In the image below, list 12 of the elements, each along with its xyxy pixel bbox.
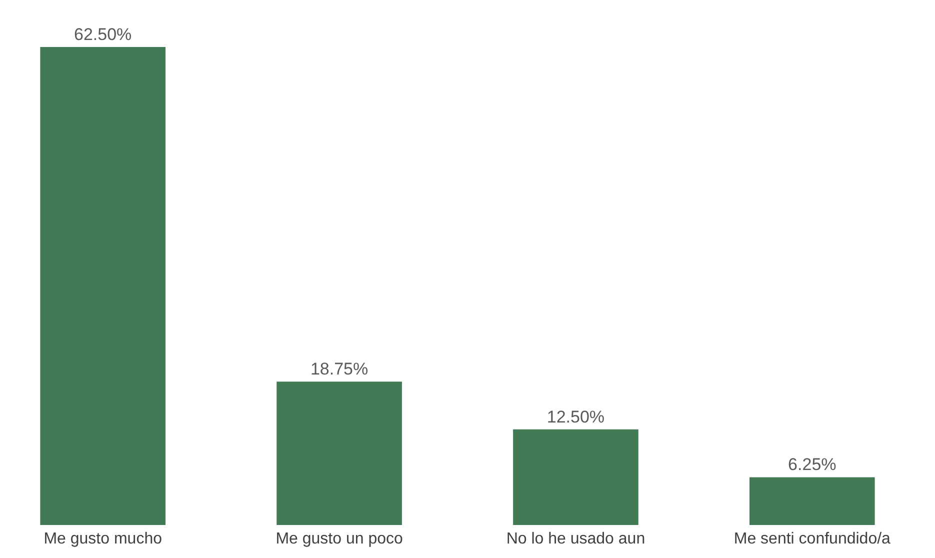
bar [40, 47, 166, 525]
bar [276, 382, 402, 525]
data-label: 18.75% [310, 360, 368, 379]
bar [749, 477, 875, 525]
data-label: 6.25% [788, 455, 836, 474]
data-label: 62.50% [74, 25, 132, 44]
x-tick-label: Me gusto un poco [276, 530, 403, 548]
x-tick-label: No lo he usado aun [506, 530, 646, 548]
data-label: 12.50% [546, 407, 605, 426]
bar [513, 429, 638, 525]
x-tick-label: Me gusto mucho [44, 530, 162, 548]
x-tick-label: Me senti confundido/a [734, 530, 891, 548]
